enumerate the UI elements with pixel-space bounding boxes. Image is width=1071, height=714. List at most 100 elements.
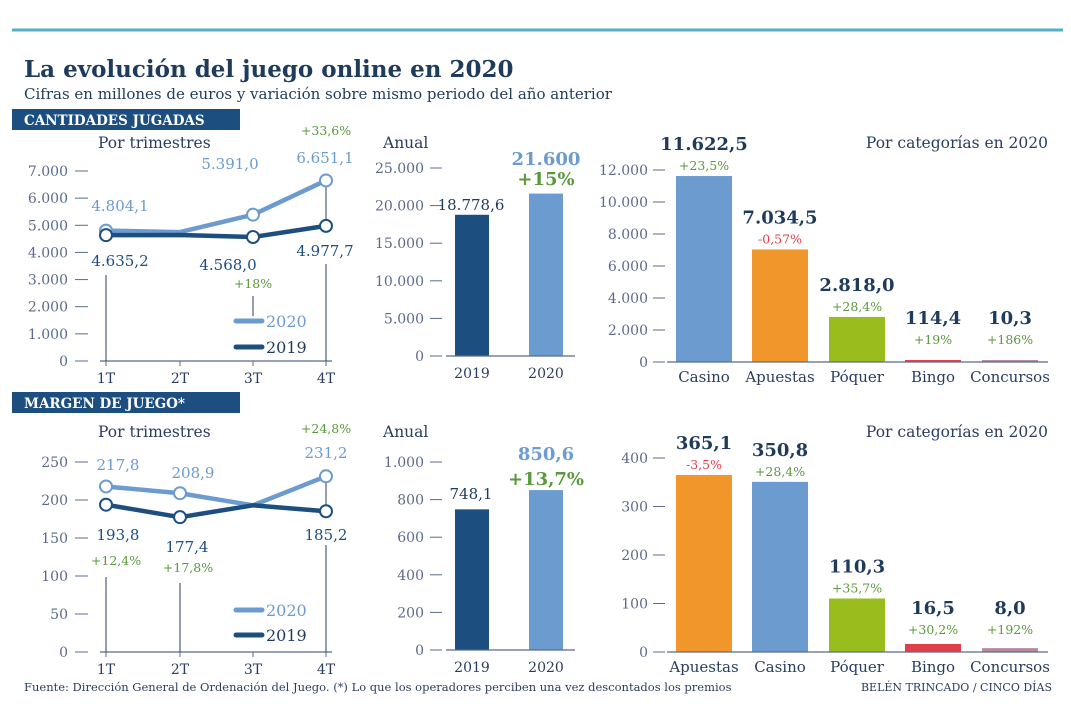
data-point-2020	[173, 486, 187, 501]
data-label-2020: 4.804,1	[91, 197, 148, 215]
bar-2020	[529, 193, 563, 356]
data-point-2019	[246, 230, 260, 245]
change-annotation: +186%	[987, 332, 1033, 347]
source-note: Fuente: Dirección General de Ordenación …	[24, 680, 732, 694]
data-point-2019	[99, 497, 113, 512]
bar-bingo	[905, 643, 961, 652]
x-tick-label: 4T	[317, 662, 336, 678]
y-tick-label: 5.000	[384, 311, 424, 327]
change-annotation: +17,8%	[163, 560, 213, 575]
bar-2019	[455, 509, 489, 650]
y-tick-label: 0	[59, 645, 68, 661]
data-label-2020: 217,8	[97, 456, 140, 474]
data-point-2020	[99, 479, 113, 494]
data-label: 10,3	[988, 308, 1032, 329]
series-line-2019	[105, 223, 327, 240]
bar-póquer	[829, 598, 885, 652]
chart-subtitle: Anual	[382, 134, 428, 152]
x-tick-label: 3T	[244, 371, 263, 387]
y-tick-label: 6.000	[28, 191, 68, 207]
change-annotation: +15%	[517, 169, 574, 190]
y-tick-label: 2.000	[608, 323, 648, 339]
y-tick-label: 25.000	[375, 161, 424, 177]
change-annotation: +24,8%	[301, 421, 351, 436]
y-tick-label: 50	[50, 607, 68, 623]
series-line-2020	[105, 178, 327, 235]
chart-subtitle: Por categorías en 2020	[866, 134, 1048, 152]
bar-apuestas	[752, 249, 808, 362]
data-point-2019	[319, 218, 333, 233]
x-tick-label: Apuestas	[668, 658, 738, 676]
section-bar-cantidades	[12, 109, 240, 130]
change-annotation: +28,4%	[832, 299, 882, 314]
change-annotation: -3,5%	[686, 457, 722, 472]
section-label-cantidades: CANTIDADES JUGADAS	[24, 113, 205, 129]
y-tick-label: 1.000	[28, 327, 68, 343]
x-tick-label: Concursos	[970, 368, 1050, 386]
bar-2019	[455, 214, 489, 356]
data-label: 16,5	[911, 598, 955, 619]
data-label: 110,3	[829, 557, 885, 578]
data-point-2019	[173, 510, 187, 525]
data-point-2020	[319, 469, 333, 484]
data-label: 8,0	[994, 598, 1025, 619]
bar-bingo	[905, 360, 961, 362]
data-label-2020: 5.391,0	[201, 155, 258, 173]
series-line-2020	[105, 474, 327, 508]
data-label-2020: 231,2	[305, 444, 348, 462]
x-tick-label: 4T	[317, 371, 336, 387]
x-tick-label: 2020	[528, 660, 564, 676]
change-annotation: +23,5%	[679, 158, 729, 173]
y-tick-label: 15.000	[375, 236, 424, 252]
y-tick-label: 150	[41, 531, 68, 547]
y-tick-label: 800	[397, 493, 424, 509]
change-annotation: +13,7%	[508, 469, 584, 490]
page-title: La evolución del juego online en 2020	[24, 56, 514, 83]
credit: BELÉN TRINCADO / CINCO DÍAS	[861, 680, 1052, 694]
y-tick-label: 4.000	[28, 245, 68, 261]
y-tick-label: 0	[639, 645, 648, 661]
x-tick-label: Póquer	[830, 658, 885, 676]
data-label: 365,1	[676, 433, 732, 454]
x-tick-label: 2T	[171, 662, 190, 678]
y-tick-label: 600	[397, 530, 424, 546]
x-tick-label: 3T	[244, 662, 263, 678]
y-tick-label: 200	[41, 493, 68, 509]
x-tick-label: Concursos	[970, 658, 1050, 676]
change-annotation: +12,4%	[91, 553, 141, 568]
legend-label-2019: 2019	[266, 338, 307, 357]
change-annotation: +30,2%	[908, 622, 958, 637]
chart-subtitle: Por trimestres	[98, 134, 211, 152]
data-label: 748,1	[450, 485, 493, 503]
y-tick-label: 5.000	[28, 218, 68, 234]
data-point-2019	[99, 228, 113, 243]
bar-2020	[529, 490, 563, 650]
y-tick-label: 250	[41, 455, 68, 471]
chart-subtitle: Por categorías en 2020	[866, 423, 1048, 441]
x-tick-label: Casino	[754, 658, 806, 676]
series-line-2019	[105, 502, 327, 520]
data-label-2019: 185,2	[305, 526, 348, 544]
y-tick-label: 0	[415, 349, 424, 365]
x-tick-label: 2019	[454, 660, 490, 676]
data-label-2020: 6.651,1	[296, 149, 353, 167]
bar-póquer	[829, 316, 885, 362]
data-label-2020: 208,9	[172, 464, 215, 482]
y-tick-label: 4.000	[608, 291, 648, 307]
x-tick-label: 2019	[454, 366, 490, 382]
y-tick-label: 1.000	[384, 455, 424, 471]
x-tick-label: 2020	[528, 366, 564, 382]
change-annotation: +33,6%	[301, 123, 351, 138]
x-tick-label: 2T	[171, 371, 190, 387]
y-tick-label: 400	[621, 451, 648, 467]
x-tick-label: Bingo	[911, 658, 955, 676]
data-label: 350,8	[752, 440, 808, 461]
y-tick-label: 10.000	[375, 274, 424, 290]
x-tick-label: Póquer	[830, 368, 885, 386]
y-tick-label: 10.000	[599, 195, 648, 211]
bar-concursos	[982, 360, 1038, 362]
legend-label-2020: 2020	[266, 312, 307, 331]
y-tick-label: 0	[59, 354, 68, 370]
y-tick-label: 12.000	[599, 163, 648, 179]
